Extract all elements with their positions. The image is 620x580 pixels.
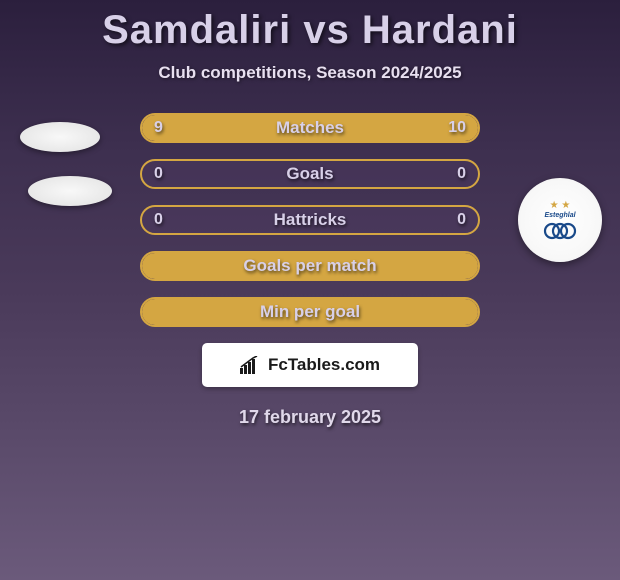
date-label: 17 february 2025 bbox=[0, 407, 620, 428]
chart-icon bbox=[240, 356, 262, 374]
stat-right-value: 10 bbox=[448, 119, 466, 137]
stat-right-value: 0 bbox=[457, 165, 466, 183]
page-title: Samdaliri vs Hardani bbox=[0, 0, 620, 53]
right-team-badge: ★ ★ Esteghlal bbox=[518, 178, 602, 262]
badge-script: Esteghlal bbox=[544, 212, 575, 219]
stat-row-gpm: Goals per match bbox=[140, 251, 480, 281]
fctables-label: FcTables.com bbox=[268, 355, 380, 375]
stats-container: 9 Matches 10 0 Goals 0 0 Hattricks 0 Goa… bbox=[140, 113, 480, 327]
stat-left-value: 0 bbox=[154, 165, 163, 183]
fctables-watermark: FcTables.com bbox=[202, 343, 418, 387]
left-team-badge-2 bbox=[28, 176, 112, 206]
subtitle: Club competitions, Season 2024/2025 bbox=[0, 63, 620, 83]
stat-left-value: 9 bbox=[154, 119, 163, 137]
stat-row-hattricks: 0 Hattricks 0 bbox=[140, 205, 480, 235]
stat-row-goals: 0 Goals 0 bbox=[140, 159, 480, 189]
stat-label: Hattricks bbox=[274, 210, 347, 230]
stat-row-mpg: Min per goal bbox=[140, 297, 480, 327]
badge-rings-icon bbox=[540, 221, 580, 241]
stat-label: Goals per match bbox=[243, 256, 376, 276]
stat-label: Goals bbox=[286, 164, 333, 184]
badge-stars-icon: ★ ★ bbox=[550, 200, 571, 211]
left-team-badge-1 bbox=[20, 122, 100, 152]
stat-label: Matches bbox=[276, 118, 344, 138]
stat-left-value: 0 bbox=[154, 211, 163, 229]
stat-label: Min per goal bbox=[260, 302, 360, 322]
stat-right-value: 0 bbox=[457, 211, 466, 229]
stat-row-matches: 9 Matches 10 bbox=[140, 113, 480, 143]
